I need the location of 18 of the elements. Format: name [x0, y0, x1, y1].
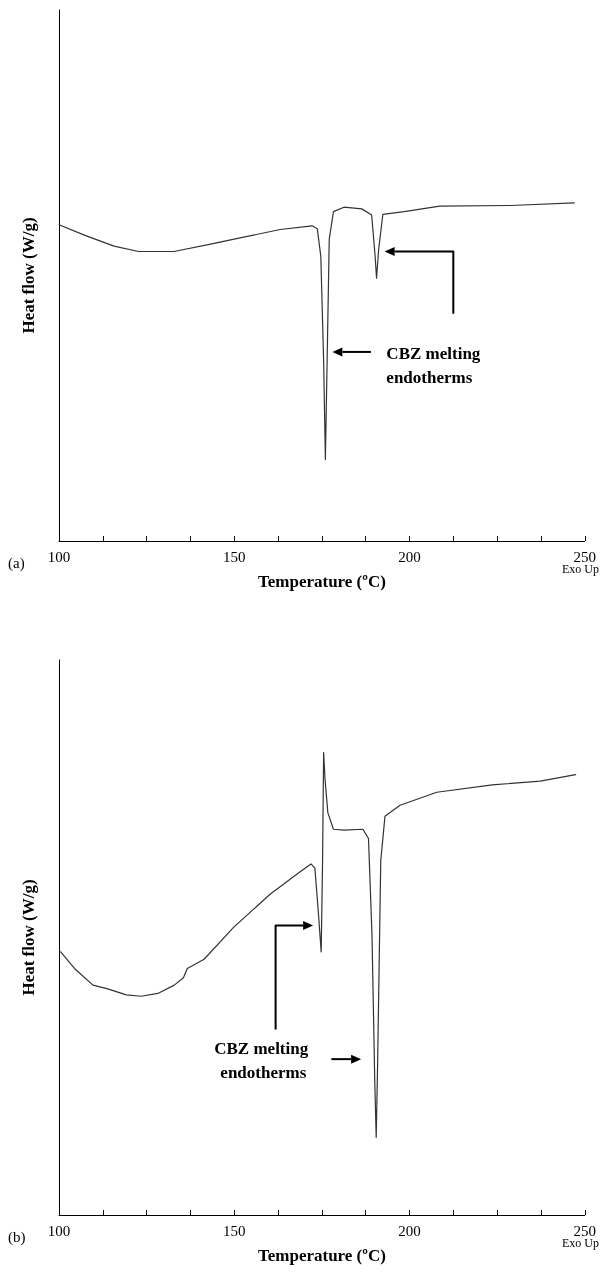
annotation: CBZ melting endotherms — [214, 1039, 313, 1083]
x-axis-title: Temperature (ºC) — [257, 572, 386, 591]
x-tick-label: 150 — [223, 548, 246, 565]
text: Exo Up — [562, 1236, 599, 1250]
x-tick-label: 200 — [398, 548, 421, 565]
x-tick-label: 150 — [223, 1222, 246, 1239]
x-tick-label: 200 — [398, 1222, 421, 1239]
text: Exo Up — [562, 562, 599, 576]
y-axis-title: Heat flow (W/g) — [19, 217, 38, 334]
x-tick-label: 100 — [47, 548, 71, 565]
text: (b) — [8, 1228, 26, 1246]
y-axis-title: Heat flow (W/g) — [19, 879, 38, 996]
x-tick-label: 250 — [573, 1222, 596, 1239]
text: (a) — [8, 554, 25, 572]
x-tick-label: 100 — [47, 1222, 71, 1239]
annotation: CBZ melting endotherms — [386, 343, 485, 387]
x-axis-title: Temperature (ºC) — [257, 1246, 386, 1265]
x-tick-label: 250 — [573, 548, 596, 565]
